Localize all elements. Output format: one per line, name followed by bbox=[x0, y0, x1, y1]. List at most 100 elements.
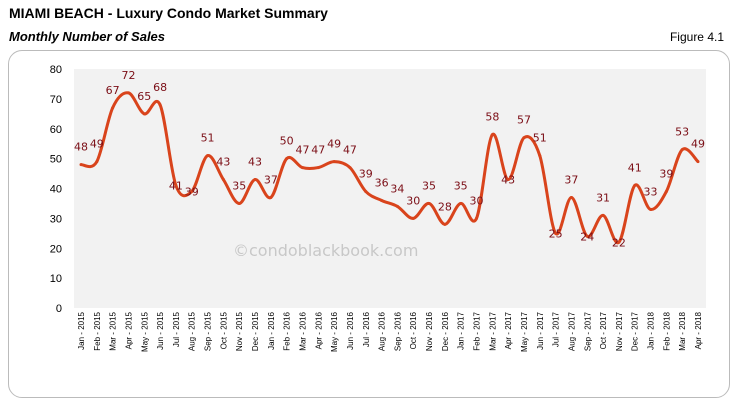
data-point bbox=[617, 240, 621, 244]
x-tick-label: Feb - 2015 bbox=[93, 311, 102, 350]
data-label: 43 bbox=[501, 174, 515, 187]
data-point bbox=[506, 178, 510, 182]
y-tick-label: 70 bbox=[50, 94, 62, 106]
data-point bbox=[411, 216, 415, 220]
data-point bbox=[443, 222, 447, 226]
data-label: 49 bbox=[691, 138, 705, 151]
data-point bbox=[522, 136, 526, 140]
x-tick-label: Dec - 2016 bbox=[441, 311, 450, 351]
data-point bbox=[364, 189, 368, 193]
watermark: ©condoblackbook.com bbox=[233, 241, 418, 260]
data-point bbox=[95, 160, 99, 164]
x-tick-label: Mar - 2016 bbox=[298, 311, 307, 350]
data-label: 34 bbox=[390, 182, 404, 195]
data-point bbox=[79, 163, 83, 167]
x-tick-label: Dec - 2017 bbox=[631, 311, 640, 351]
x-tick-label: Jan - 2015 bbox=[77, 311, 86, 349]
data-label: 43 bbox=[248, 156, 262, 169]
data-label: 72 bbox=[121, 69, 135, 82]
x-tick-label: Apr - 2018 bbox=[694, 311, 703, 349]
y-tick-label: 30 bbox=[50, 213, 62, 225]
x-tick-label: Nov - 2017 bbox=[615, 311, 624, 351]
data-label: 50 bbox=[280, 135, 294, 148]
data-label: 53 bbox=[675, 126, 689, 139]
data-point bbox=[395, 204, 399, 208]
data-label: 51 bbox=[533, 132, 547, 145]
data-label: 48 bbox=[74, 141, 88, 154]
data-label: 33 bbox=[644, 185, 658, 198]
data-label: 58 bbox=[485, 111, 499, 124]
data-point bbox=[554, 231, 558, 235]
data-point bbox=[269, 195, 273, 199]
x-tick-label: Sep - 2017 bbox=[583, 311, 592, 351]
x-tick-label: Jun - 2015 bbox=[156, 311, 165, 349]
x-tick-label: Oct - 2016 bbox=[409, 311, 418, 349]
data-label: 49 bbox=[327, 138, 341, 151]
data-label: 28 bbox=[438, 200, 452, 213]
x-tick-label: Feb - 2017 bbox=[473, 311, 482, 350]
x-tick-label: May - 2015 bbox=[140, 311, 149, 352]
data-point bbox=[538, 154, 542, 158]
x-tick-label: Jan - 2016 bbox=[267, 311, 276, 349]
data-label: 67 bbox=[106, 84, 120, 97]
data-label: 68 bbox=[153, 81, 167, 94]
data-label: 47 bbox=[295, 144, 309, 157]
data-point bbox=[348, 166, 352, 170]
data-point bbox=[490, 133, 494, 137]
data-point bbox=[300, 166, 304, 170]
data-point bbox=[206, 154, 210, 158]
data-point bbox=[475, 216, 479, 220]
y-tick-label: 50 bbox=[50, 154, 62, 166]
data-point bbox=[142, 112, 146, 116]
data-label: 41 bbox=[628, 162, 642, 175]
data-label: 37 bbox=[564, 173, 578, 186]
data-label: 22 bbox=[612, 236, 626, 249]
data-label: 49 bbox=[90, 138, 104, 151]
data-point bbox=[174, 184, 178, 188]
data-point bbox=[158, 103, 162, 107]
data-point bbox=[253, 178, 257, 182]
x-tick-label: Feb - 2018 bbox=[662, 311, 671, 350]
x-tick-label: Jun - 2017 bbox=[536, 311, 545, 349]
data-point bbox=[190, 189, 194, 193]
data-point bbox=[126, 91, 130, 95]
data-label: 43 bbox=[216, 156, 230, 169]
data-label: 39 bbox=[359, 167, 373, 180]
x-tick-label: Sep - 2015 bbox=[204, 311, 213, 351]
data-point bbox=[569, 195, 573, 199]
data-point bbox=[237, 201, 241, 205]
x-tick-label: Mar - 2017 bbox=[488, 311, 497, 350]
data-label: 65 bbox=[137, 90, 151, 103]
x-tick-label: Jan - 2017 bbox=[457, 311, 466, 349]
data-point bbox=[332, 160, 336, 164]
x-tick-label: Apr - 2015 bbox=[124, 311, 133, 349]
data-label: 24 bbox=[580, 230, 594, 243]
x-tick-label: Aug - 2015 bbox=[188, 311, 197, 351]
x-tick-label: May - 2016 bbox=[330, 311, 339, 352]
y-tick-label: 0 bbox=[56, 303, 62, 315]
y-tick-label: 10 bbox=[50, 273, 62, 285]
data-point bbox=[285, 157, 289, 161]
figure-number: Figure 4.1 bbox=[669, 30, 724, 44]
data-label: 41 bbox=[169, 180, 183, 193]
plot-area bbox=[74, 69, 706, 308]
data-label: 35 bbox=[232, 179, 246, 192]
data-point bbox=[664, 189, 668, 193]
data-label: 35 bbox=[454, 179, 468, 192]
data-point bbox=[380, 198, 384, 202]
x-tick-label: Feb - 2016 bbox=[283, 311, 292, 350]
series-line bbox=[80, 91, 700, 245]
data-point bbox=[427, 201, 431, 205]
data-label: 36 bbox=[375, 176, 389, 189]
data-point bbox=[601, 213, 605, 217]
data-point bbox=[585, 234, 589, 238]
x-tick-label: May - 2017 bbox=[520, 311, 529, 352]
data-point bbox=[316, 166, 320, 170]
x-tick-label: Mar - 2015 bbox=[109, 311, 118, 350]
data-point bbox=[221, 178, 225, 182]
y-tick-label: 80 bbox=[50, 64, 62, 76]
x-tick-label: Jul - 2017 bbox=[552, 311, 561, 347]
x-tick-label: Mar - 2018 bbox=[678, 311, 687, 350]
x-tick-label: Nov - 2015 bbox=[235, 311, 244, 351]
